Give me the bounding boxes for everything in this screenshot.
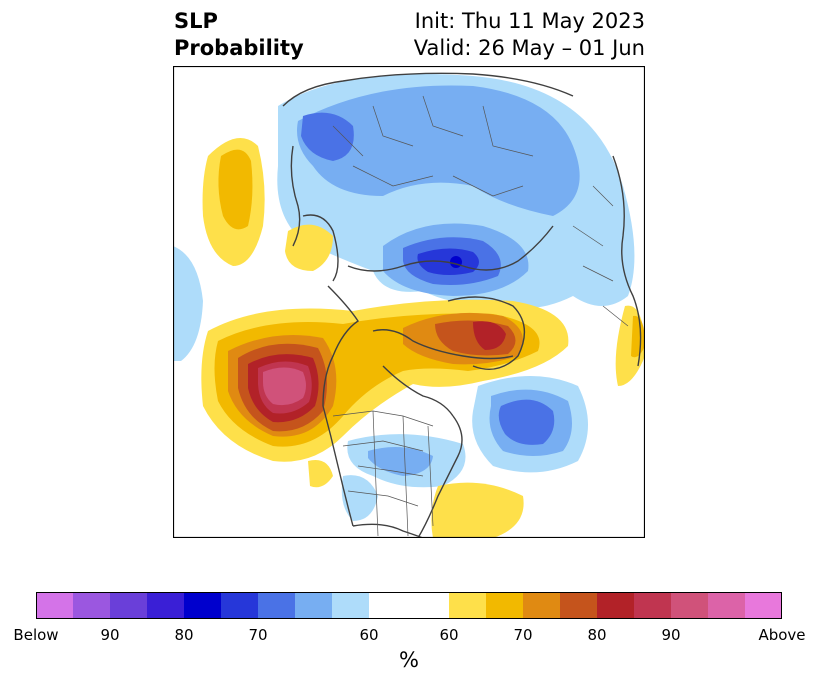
colorbar-label: % bbox=[399, 648, 419, 672]
probability-map bbox=[173, 66, 645, 538]
colorbar-tick-label: 60 bbox=[439, 626, 459, 644]
colorbar-cell-below-8 bbox=[332, 592, 370, 619]
colorbar-cell-above-8 bbox=[745, 592, 782, 619]
below-pacific-west bbox=[173, 246, 203, 361]
init-date: Init: Thu 11 May 2023 bbox=[414, 9, 645, 33]
colorbar-tick-label: Below bbox=[13, 626, 59, 644]
coastlines bbox=[282, 72, 642, 538]
coast-hudson bbox=[382, 365, 454, 417]
colorbar-cell-neutral bbox=[369, 592, 450, 619]
map-frame bbox=[173, 66, 645, 538]
coast-canada-arctic bbox=[372, 329, 514, 360]
colorbar-cell-below-1 bbox=[73, 592, 111, 619]
colorbar-tick-label: Above bbox=[758, 626, 806, 644]
colorbar-cell-below-2 bbox=[110, 592, 148, 619]
below-central-us-mid bbox=[368, 447, 433, 476]
coast-asia bbox=[282, 72, 574, 282]
projection-edge bbox=[503, 66, 645, 306]
title-type: Probability bbox=[174, 36, 304, 60]
colorbar-cell-above-2 bbox=[523, 592, 561, 619]
title-left: SLP Probability bbox=[174, 8, 304, 62]
colorbar-cell-below-0 bbox=[36, 592, 74, 619]
colorbar-cell-below-3 bbox=[147, 592, 185, 619]
colorbar-cells bbox=[36, 592, 782, 619]
colorbar-tick-label: 60 bbox=[359, 626, 379, 644]
title-variable: SLP bbox=[174, 9, 218, 33]
colorbar-cell-below-4 bbox=[184, 592, 222, 619]
colorbar-tick-label: 80 bbox=[587, 626, 607, 644]
colorbar-cell-above-6 bbox=[671, 592, 709, 619]
colorbar bbox=[36, 592, 782, 619]
colorbar-cell-above-3 bbox=[560, 592, 598, 619]
country-borders bbox=[332, 95, 629, 537]
above-europe-edge-inner bbox=[631, 315, 645, 358]
colorbar-cell-above-0 bbox=[449, 592, 487, 619]
title-right: Init: Thu 11 May 2023 Valid: 26 May – 01… bbox=[414, 8, 645, 62]
colorbar-cell-above-5 bbox=[634, 592, 672, 619]
colorbar-tick-label: 90 bbox=[100, 626, 120, 644]
above-normal-regions bbox=[201, 138, 645, 538]
colorbar-frame bbox=[36, 592, 782, 619]
colorbar-cell-below-6 bbox=[258, 592, 296, 619]
below-siberia-mid bbox=[297, 85, 580, 216]
above-pacific-nw-inner bbox=[218, 149, 253, 230]
below-us-south bbox=[341, 475, 378, 521]
colorbar-tick-label: 80 bbox=[174, 626, 194, 644]
above-sw-us bbox=[308, 460, 333, 488]
colorbar-tick-label: 70 bbox=[248, 626, 268, 644]
colorbar-cell-above-7 bbox=[708, 592, 746, 619]
below-atlantic-core bbox=[498, 399, 555, 445]
coast-greenland bbox=[447, 296, 526, 370]
colorbar-tick-label: 70 bbox=[513, 626, 533, 644]
coast-east-na bbox=[417, 415, 463, 538]
coast-arctic bbox=[347, 225, 554, 272]
colorbar-cell-below-5 bbox=[221, 592, 259, 619]
below-normal-regions bbox=[173, 74, 635, 521]
below-east-asia bbox=[301, 112, 354, 161]
coast-europe bbox=[612, 155, 642, 367]
colorbar-cell-below-7 bbox=[295, 592, 333, 619]
valid-range: Valid: 26 May – 01 Jun bbox=[413, 36, 645, 60]
above-gulf-alaska-7 bbox=[263, 367, 306, 406]
colorbar-cell-above-1 bbox=[486, 592, 524, 619]
coast-gulf-mexico bbox=[352, 523, 424, 538]
above-southeast-atlantic bbox=[431, 482, 524, 538]
coast-alaska bbox=[322, 285, 359, 407]
colorbar-tick-label: 90 bbox=[661, 626, 681, 644]
colorbar-cell-above-4 bbox=[597, 592, 635, 619]
below-arctic-peak bbox=[450, 256, 462, 268]
above-greenland-5 bbox=[473, 321, 506, 350]
coast-west-na bbox=[322, 405, 354, 527]
